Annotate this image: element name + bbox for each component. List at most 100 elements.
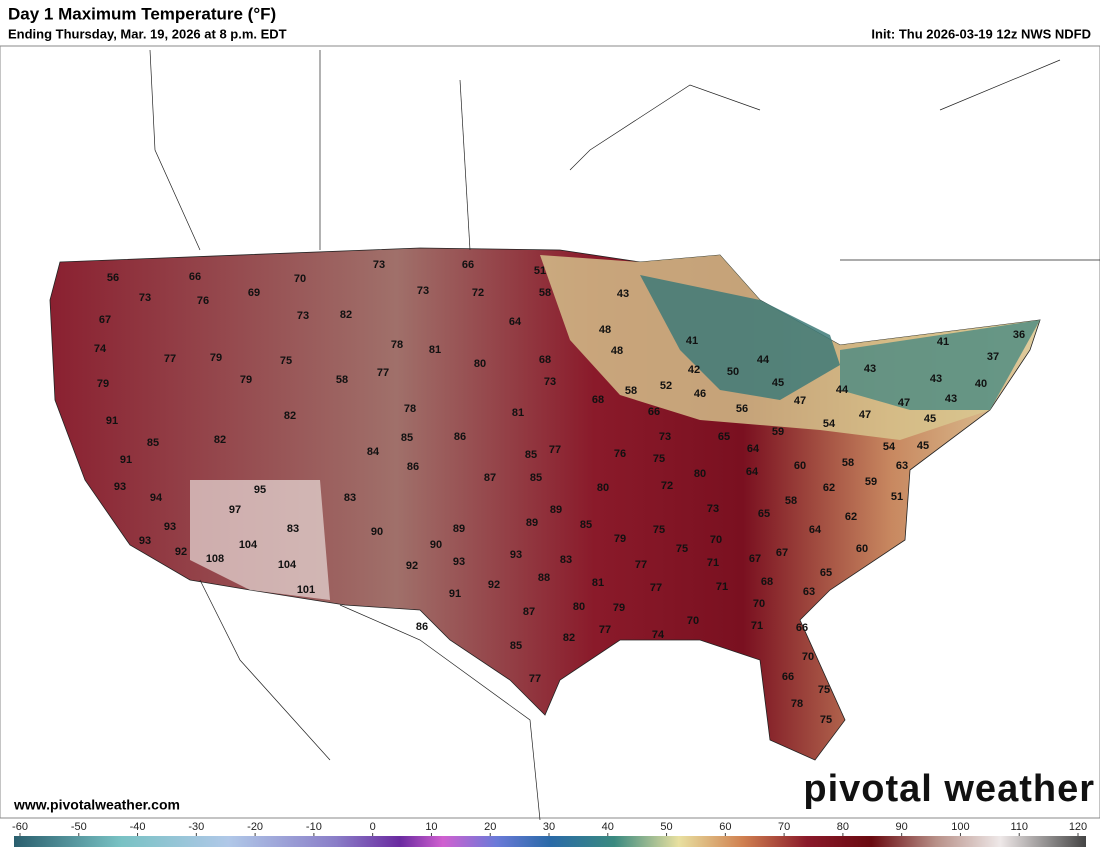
temperature-label: 65 xyxy=(820,567,832,579)
temperature-label: 77 xyxy=(599,624,611,636)
temperature-label: 82 xyxy=(340,309,352,321)
temperature-label: 48 xyxy=(611,345,623,357)
temperature-label: 80 xyxy=(694,468,706,480)
temperature-label: 73 xyxy=(659,431,671,443)
temperature-label: 89 xyxy=(550,504,562,516)
colorbar-tick-label: 30 xyxy=(543,821,555,833)
temperature-label: 73 xyxy=(417,285,429,297)
temperature-label: 91 xyxy=(120,454,132,466)
temperature-label: 68 xyxy=(539,354,551,366)
temperature-label: 77 xyxy=(635,559,647,571)
temperature-label: 77 xyxy=(650,582,662,594)
temperature-label: 93 xyxy=(139,535,151,547)
temperature-label: 66 xyxy=(782,671,794,683)
temperature-label: 87 xyxy=(523,606,535,618)
temperature-label: 58 xyxy=(785,495,797,507)
temperature-label: 85 xyxy=(510,640,522,652)
colorbar-tick-label: 20 xyxy=(484,821,496,833)
temperature-label: 86 xyxy=(454,431,466,443)
temperature-label: 79 xyxy=(614,533,626,545)
temperature-label: 90 xyxy=(371,526,383,538)
temperature-label: 82 xyxy=(563,632,575,644)
temperature-label: 93 xyxy=(453,556,465,568)
temperature-label: 104 xyxy=(278,559,297,571)
temperature-label: 64 xyxy=(747,443,760,455)
temperature-label: 56 xyxy=(736,403,748,415)
temperature-label: 92 xyxy=(175,546,187,558)
temperature-label: 87 xyxy=(484,472,496,484)
temperature-label: 48 xyxy=(599,324,611,336)
temperature-label: 95 xyxy=(254,484,266,496)
temperature-label: 77 xyxy=(549,444,561,456)
colorbar-tick-label: 90 xyxy=(896,821,908,833)
temperature-label: 58 xyxy=(842,457,854,469)
colorbar-tick-label: -50 xyxy=(71,821,87,833)
temperature-label: 43 xyxy=(864,363,876,375)
temperature-label: 75 xyxy=(280,355,292,367)
temperature-label: 37 xyxy=(987,351,999,363)
colorbar-tick-label: 0 xyxy=(370,821,376,833)
temperature-label: 73 xyxy=(707,503,719,515)
temperature-label: 69 xyxy=(248,287,260,299)
temperature-label: 81 xyxy=(592,577,604,589)
temperature-label: 73 xyxy=(297,310,309,322)
temperature-label: 78 xyxy=(391,339,403,351)
temperature-label: 43 xyxy=(617,288,629,300)
temperature-label: 88 xyxy=(538,572,550,584)
colorbar-tick-label: 70 xyxy=(778,821,790,833)
temperature-label: 86 xyxy=(407,461,419,473)
northeast-region xyxy=(840,320,1040,410)
desert-region xyxy=(190,480,330,600)
temperature-label: 79 xyxy=(240,374,252,386)
temperature-label: 93 xyxy=(510,549,522,561)
title: Day 1 Maximum Temperature (°F) xyxy=(8,4,276,23)
temperature-label: 47 xyxy=(859,409,871,421)
temperature-label: 58 xyxy=(625,385,637,397)
temperature-label: 60 xyxy=(856,543,868,555)
temperature-label: 97 xyxy=(229,504,241,516)
temperature-label: 85 xyxy=(147,437,159,449)
temperature-label: 41 xyxy=(937,336,949,348)
temperature-label: 44 xyxy=(836,384,849,396)
temperature-label: 64 xyxy=(809,524,822,536)
temperature-label: 62 xyxy=(845,511,857,523)
temperature-label: 75 xyxy=(820,714,832,726)
temperature-label: 75 xyxy=(676,543,688,555)
colorbar-tick-label: -10 xyxy=(306,821,322,833)
colorbar xyxy=(14,836,1086,847)
website: www.pivotalweather.com xyxy=(13,797,180,813)
temperature-label: 64 xyxy=(746,466,759,478)
temperature-label: 68 xyxy=(592,394,604,406)
temperature-label: 70 xyxy=(687,615,699,627)
temperature-label: 62 xyxy=(823,482,835,494)
temperature-label: 63 xyxy=(803,586,815,598)
temperature-label: 75 xyxy=(653,524,665,536)
temperature-label: 85 xyxy=(525,449,537,461)
temperature-label: 43 xyxy=(930,373,942,385)
temperature-label: 66 xyxy=(189,271,201,283)
temperature-label: 45 xyxy=(924,413,936,425)
temperature-label: 46 xyxy=(694,388,706,400)
temperature-label: 45 xyxy=(917,440,929,452)
temperature-label: 65 xyxy=(718,431,730,443)
temperature-label: 66 xyxy=(462,259,474,271)
temperature-label: 41 xyxy=(686,335,698,347)
temperature-label: 79 xyxy=(613,602,625,614)
temperature-label: 66 xyxy=(796,622,808,634)
temperature-label: 36 xyxy=(1013,329,1025,341)
temperature-label: 77 xyxy=(529,673,541,685)
temperature-label: 81 xyxy=(512,407,524,419)
temperature-label: 67 xyxy=(99,314,111,326)
borders xyxy=(149,49,1100,821)
temperature-label: 86 xyxy=(416,621,428,633)
subtitle: Ending Thursday, Mar. 19, 2026 at 8 p.m.… xyxy=(8,26,287,41)
temperature-label: 85 xyxy=(580,519,592,531)
temperature-label: 51 xyxy=(891,491,903,503)
temperature-label: 68 xyxy=(761,576,773,588)
temperature-label: 82 xyxy=(284,410,296,422)
temperature-label: 44 xyxy=(757,354,770,366)
temperature-label: 70 xyxy=(710,534,722,546)
temperature-label: 89 xyxy=(526,517,538,529)
temperature-label: 54 xyxy=(883,441,896,453)
